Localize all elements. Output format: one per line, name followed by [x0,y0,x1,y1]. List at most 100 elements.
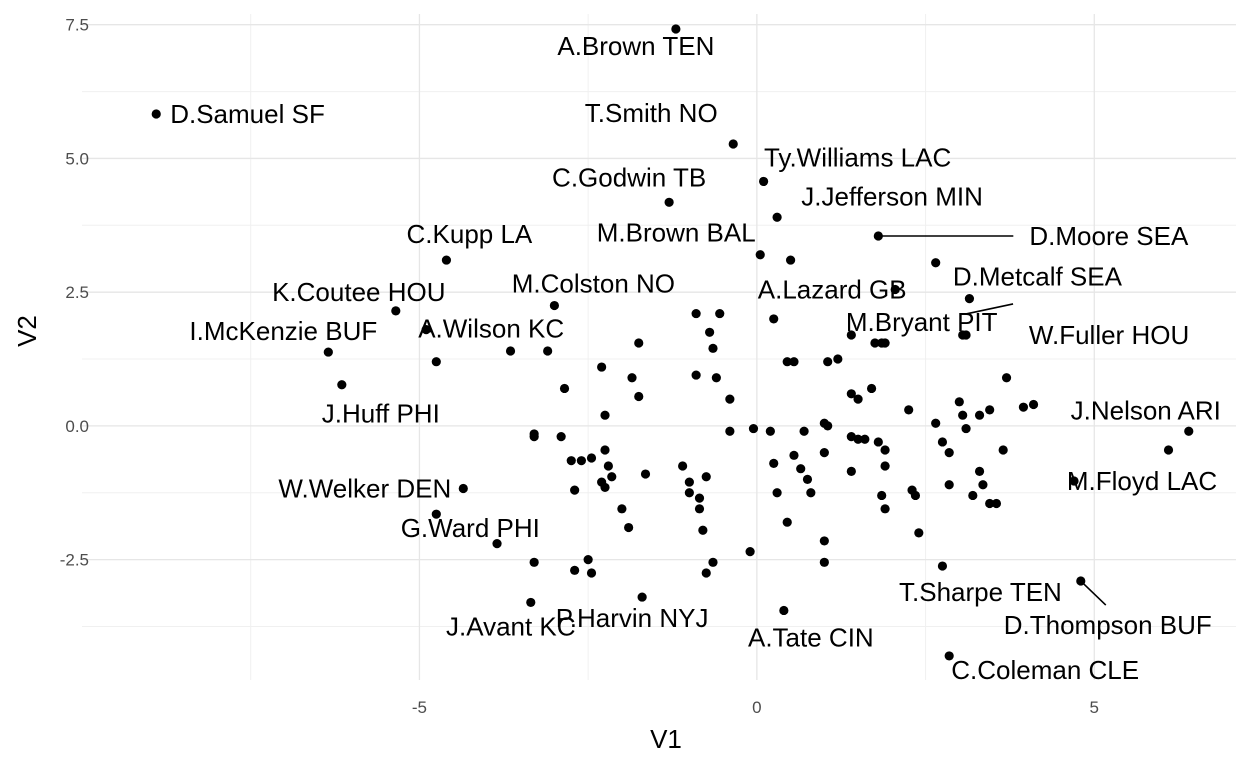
data-point [880,445,890,455]
label-leader-lines [878,235,1107,606]
labeled-data-point [961,330,971,340]
labeled-data-point [637,592,647,602]
data-point [819,536,829,546]
data-point [823,357,833,367]
labeled-data-point [323,347,333,357]
data-point [566,456,576,466]
labeled-data-point [779,605,789,616]
point-label: P.Harvin NYJ [556,603,709,633]
data-point [600,410,610,420]
data-point [529,557,539,567]
data-point [617,504,627,514]
labeled-data-point [873,231,883,241]
point-label: J.Jefferson MIN [801,181,983,211]
data-point [785,255,796,265]
point-labels: A.Brown TEN D.Samuel SF T.Smith NO Ty.Willi… [170,31,1221,685]
point-label: D.Moore SEA [1029,221,1189,251]
data-point [998,445,1008,455]
data-point [958,410,968,420]
labeled-data-point [441,255,452,265]
data-point [846,389,856,399]
data-point [556,432,566,442]
data-point [583,555,593,565]
point-label: A.Wilson KC [418,314,564,344]
x-tick-label: 5 [1090,698,1099,717]
gridlines [82,14,1236,680]
data-point [725,426,735,436]
data-point [600,482,610,493]
y-axis-title: V2 [12,315,42,347]
data-point [576,456,586,466]
point-label: D.Metcalf SEA [953,262,1123,292]
y-tick-labels: -2.5 0.0 2.5 5.0 7.5 [60,16,89,570]
data-point [529,432,539,442]
data-point [745,547,755,557]
data-point [684,488,694,498]
x-tick-label: -5 [412,698,427,717]
label-leader-line [965,303,1014,315]
data-point [634,391,644,402]
point-label: C.Godwin TB [552,162,706,192]
data-point [782,357,792,367]
labeled-data-point [937,561,948,571]
data-point [634,338,644,348]
data-point [974,410,985,420]
labeled-data-point [337,380,347,390]
labeled-data-point [549,300,559,311]
data-point [961,423,971,434]
data-point [698,525,708,535]
data-point [597,362,607,372]
data-point [600,445,610,455]
point-label: Ty.Williams LAC [764,142,951,172]
labeled-data-point [944,651,954,661]
data-point [701,472,711,482]
data-point [570,565,580,575]
data-point [711,373,721,383]
data-point [559,383,570,394]
data-point [931,258,941,268]
data-point [819,448,829,458]
data-point [691,308,701,319]
x-tick-label: 0 [752,698,761,717]
data-point [974,466,985,476]
point-label: J.Avant KC [446,611,576,641]
data-point [640,469,651,479]
y-tick-label: 7.5 [65,16,89,35]
data-point [944,448,954,458]
data-point [799,426,809,436]
x-tick-labels: -5 0 5 [412,698,1099,717]
data-point [931,418,941,428]
point-label: C.Kupp LA [407,219,533,249]
labeled-data-point [492,538,502,549]
data-point [769,458,779,468]
data-point [725,394,735,404]
data-point [904,405,914,415]
data-point [978,480,988,490]
point-label: C.Coleman CLE [951,655,1139,685]
data-point [802,474,813,484]
labeled-data-point [877,338,887,348]
data-point [586,453,597,463]
point-label: M.Floyd LAC [1067,466,1217,496]
data-point [823,421,833,431]
point-label: W.Fuller HOU [1029,320,1189,350]
labeled-data-point [728,139,738,149]
labeled-data-point [772,212,782,222]
point-label: A.Lazard GB [758,274,907,304]
labeled-data-point [664,197,674,207]
point-label: A.Brown TEN [557,31,714,61]
data-point [782,517,792,527]
data-point [853,434,863,444]
data-point [853,394,863,404]
y-tick-label: 0.0 [65,417,89,436]
data-point [431,357,441,367]
data-point [715,308,725,319]
data-point [603,461,613,471]
data-point [691,370,701,380]
data-point [877,490,887,501]
point-label: A.Tate CIN [748,622,874,652]
data-point [1028,399,1039,410]
data-point [708,343,718,353]
data-point [880,461,890,471]
